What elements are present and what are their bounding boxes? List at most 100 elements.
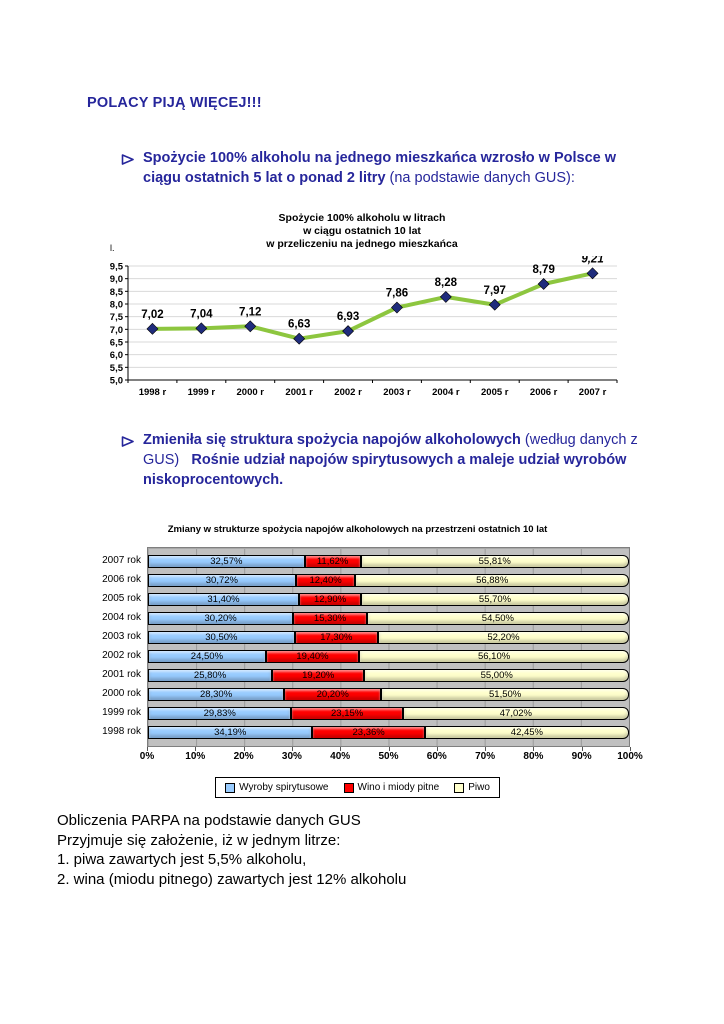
bar-segment: 12,90% — [299, 593, 362, 606]
chart1-title-line2: w ciągu ostatnich 10 lat — [303, 225, 421, 237]
bar-segment-label: 29,83% — [203, 708, 236, 719]
bar-segment-label: 11,62% — [316, 556, 349, 567]
x-axis-tick — [291, 747, 293, 751]
data-label: 8,28 — [435, 277, 458, 289]
bar-segment-label: 24,50% — [190, 651, 224, 662]
bar-row: 28,30% 20,20% 51,50% — [148, 685, 629, 704]
bar-segment-label: 54,50% — [481, 613, 515, 624]
bar-segment: 42,45% — [424, 726, 629, 739]
x-axis-tick-label: 70% — [475, 751, 496, 762]
data-point-marker — [342, 325, 354, 338]
bar-category-label: 2004 rok — [102, 612, 141, 623]
bullet-spozycie: Spożycie 100% alkoholu na jednego mieszk… — [121, 148, 644, 188]
y-tick-label: 5,5 — [110, 363, 124, 374]
bar-segment-label: 12,90% — [313, 594, 347, 605]
legend-color-swatch-icon — [343, 782, 354, 793]
bar-row: 30,72% 12,40% 56,88% — [148, 571, 629, 590]
data-point-marker — [586, 267, 599, 280]
bar-segment: 17,30% — [294, 631, 378, 644]
x-tick-label: 2004 r — [432, 387, 460, 398]
bar-segment-label: 55,81% — [478, 556, 511, 567]
bar-segment: 52,20% — [377, 631, 629, 644]
data-label: 7,02 — [141, 309, 163, 321]
y-tick-label: 7,0 — [110, 325, 123, 336]
stacked-bar: 34,19% 23,36% 42,45% — [148, 726, 629, 739]
data-label: 6,63 — [288, 319, 310, 331]
arrow-bullet-icon — [121, 148, 136, 188]
bullet-text: Spożycie 100% alkoholu na jednego mieszk… — [143, 148, 644, 188]
data-label: 7,86 — [386, 288, 408, 300]
data-label: 6,93 — [337, 311, 359, 323]
bar-category-label: 2001 rok — [102, 669, 141, 680]
bar-segment: 23,15% — [291, 707, 403, 720]
legend-label: Wino i miody pitne — [357, 782, 440, 793]
bullet2-bold-text-1: Zmieniła się struktura spożycia napojów … — [143, 432, 521, 448]
stacked-bar: 30,72% 12,40% 56,88% — [148, 574, 629, 587]
x-tick-label: 1999 r — [188, 387, 216, 398]
bullet2-bold-text-2: Rośnie udział napojów spirytusowych a ma… — [143, 452, 631, 488]
x-axis-tick — [436, 747, 438, 751]
x-tick-label: 2006 r — [530, 387, 558, 398]
bar-segment-label: 55,00% — [480, 670, 513, 681]
bar-segment-label: 30,72% — [205, 575, 238, 586]
bar-segment-label: 34,19% — [214, 727, 247, 738]
bar-row: 30,50% 17,30% 52,20% — [148, 628, 629, 647]
bar-segment: 47,02% — [402, 707, 629, 720]
arrow-bullet-icon — [121, 430, 136, 490]
data-point-marker — [195, 322, 208, 335]
bar-segment: 28,30% — [148, 688, 285, 701]
chart2-plot-area: 32,57% 11,62% 55,81% 30,72% 12,40% 56,88% 31,4… — [147, 547, 630, 747]
bar-segment-label: 12,40% — [309, 575, 342, 586]
bar-segment-label: 19,20% — [302, 670, 335, 681]
chart1-plot-area: 5,0 5,5 6,0 6,5 7,0 7,5 8,0 8,5 9,0 9,5 1998 r 1999… — [98, 256, 626, 414]
x-axis-tick-label: 60% — [426, 751, 447, 762]
x-axis-tick — [243, 747, 245, 751]
x-axis-tick — [533, 747, 535, 751]
data-label: 7,12 — [239, 306, 261, 318]
footer-line: 2. wina (miodu pitnego) zawartych jest 1… — [57, 870, 407, 888]
x-tick-label: 2002 r — [334, 387, 362, 398]
bar-category-label: 1999 rok — [102, 707, 141, 718]
data-point-marker — [488, 298, 501, 311]
x-axis-tick-label: 0% — [139, 751, 155, 762]
bar-segment: 24,50% — [148, 650, 266, 663]
x-axis-tick — [630, 747, 631, 751]
bar-category-label: 2002 rok — [102, 650, 141, 661]
bar-segment: 30,72% — [148, 574, 296, 587]
footer-line: Obliczenia PARPA na podstawie danych GUS — [57, 812, 361, 829]
bar-row: 30,20% 15,30% 54,50% — [148, 609, 629, 628]
data-point-marker — [293, 332, 306, 345]
y-tick-label: 8,5 — [110, 287, 124, 298]
bar-segment: 23,36% — [312, 726, 425, 739]
data-series-line — [152, 271, 593, 341]
legend-item: Wyroby spirytusowe — [225, 782, 329, 793]
bar-segment: 56,10% — [359, 650, 629, 663]
footer-line: 1. piwa zawartych jest 5,5% alkoholu, — [57, 851, 307, 868]
x-tick-label: 1998 r — [139, 387, 167, 398]
bar-segment: 34,19% — [148, 726, 313, 739]
x-axis-tick — [581, 747, 583, 751]
bar-segment: 12,40% — [295, 574, 356, 587]
bar-segment: 19,20% — [272, 669, 365, 682]
chart1-title-line3: w przeliczeniu na jednego mieszkańca — [266, 238, 458, 250]
bar-row: 29,83% 23,15% 47,02% — [148, 704, 629, 723]
legend-label: Piwo — [468, 782, 490, 793]
x-tick-label: 2003 r — [383, 387, 411, 398]
bar-segment-label: 30,20% — [204, 613, 237, 624]
bar-category-label: 2006 rok — [102, 574, 141, 585]
bar-segment: 31,40% — [148, 593, 300, 606]
bar-segment: 25,80% — [148, 669, 273, 682]
bar-row: 34,19% 23,36% 42,45% — [148, 723, 629, 742]
y-tick-label: 9,5 — [110, 262, 124, 273]
bar-category-label: 2000 rok — [102, 688, 141, 699]
y-tick-label: 9,0 — [110, 274, 123, 285]
bar-segment-label: 30,50% — [205, 632, 238, 643]
chart2-legend: Wyroby spirytusowe Wino i miody pitne Piwo — [215, 777, 500, 798]
x-axis-tick — [340, 747, 342, 751]
stacked-bar: 24,50% 19,40% 56,10% — [148, 650, 629, 663]
data-label: 7,97 — [484, 285, 506, 297]
x-axis-tick-label: 90% — [571, 751, 592, 762]
bar-segment: 56,88% — [355, 574, 629, 587]
x-tick-label: 2005 r — [481, 387, 509, 398]
bar-row: 31,40% 12,90% 55,70% — [148, 590, 629, 609]
